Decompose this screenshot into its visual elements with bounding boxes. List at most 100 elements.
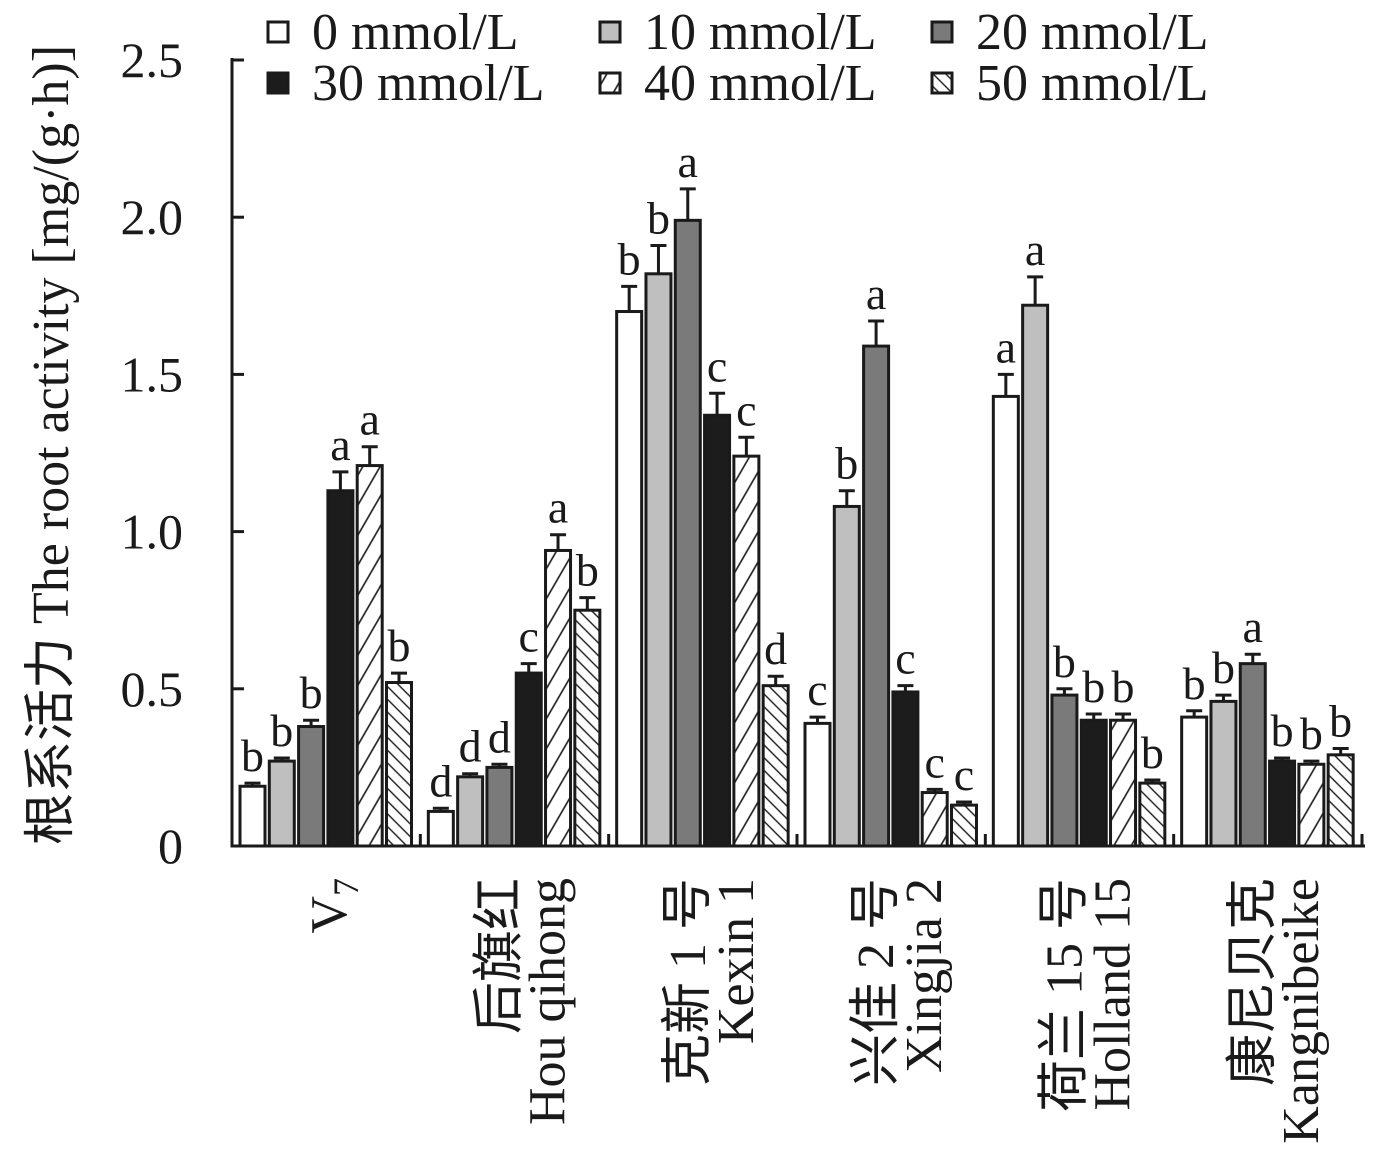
significance-letter-5-5: b xyxy=(1329,696,1352,747)
significance-letter-0-3: c xyxy=(807,664,827,715)
significance-letter-3-4: b xyxy=(1082,661,1105,712)
error-bar-2-5 xyxy=(1244,652,1261,664)
x-tick-label-0: V7 xyxy=(301,878,366,934)
y-tick-label-3: 1.5 xyxy=(121,346,184,402)
significance-letter-5-0: b xyxy=(388,620,411,671)
error-bar-4-2 xyxy=(738,435,755,457)
legend-item-4: 40 mmol/L xyxy=(598,55,877,112)
error-bar-0-3 xyxy=(809,715,826,724)
bar-2-1 xyxy=(485,765,514,848)
bar-3-2 xyxy=(703,413,732,848)
bar-3-1 xyxy=(514,671,543,848)
bar-5-3 xyxy=(950,803,978,848)
error-bar-0-0 xyxy=(244,781,261,787)
bar-3-0 xyxy=(326,489,355,848)
significance-letter-2-0: b xyxy=(300,667,323,718)
significance-letter-3-3: c xyxy=(895,633,915,684)
significance-letter-1-3: b xyxy=(835,438,858,489)
bar-2-2 xyxy=(673,218,702,848)
significance-letter-1-5: b xyxy=(1212,642,1235,693)
legend-label-5: 50 mmol/L xyxy=(976,55,1209,112)
bar-4-4 xyxy=(1109,718,1138,848)
legend-label-2: 20 mmol/L xyxy=(976,4,1209,61)
x-tick-label-1-en: Hou qihong xyxy=(520,878,577,1125)
significance-letter-1-0: b xyxy=(270,705,293,756)
significance-letter-1-1: d xyxy=(459,721,482,772)
error-bar-5-0 xyxy=(391,671,407,683)
legend-swatch-5 xyxy=(930,71,954,95)
error-bar-5-1 xyxy=(579,596,596,611)
legend-swatch-2 xyxy=(930,20,954,44)
bar-0-3 xyxy=(803,721,832,848)
error-bar-3-4 xyxy=(1085,712,1102,721)
bar-0-4 xyxy=(991,394,1020,848)
legend-item-1: 10 mmol/L xyxy=(598,4,877,61)
error-bar-3-3 xyxy=(897,684,914,692)
bar-4-1 xyxy=(544,548,573,848)
significance-letter-5-3: c xyxy=(954,749,974,800)
significance-letter-1-4: a xyxy=(1025,224,1045,275)
x-tick-label-subscript-0: 7 xyxy=(326,878,366,896)
legend: 0 mmol/L 10 mmol/L 20 mmol/L 30 mmol/L 40 mm… xyxy=(266,4,1209,112)
error-bar-2-1 xyxy=(491,762,508,768)
error-bar-3-1 xyxy=(520,662,537,674)
bar-1-5 xyxy=(1209,699,1238,848)
error-bar-1-3 xyxy=(838,489,855,507)
error-bar-3-2 xyxy=(709,391,726,416)
significance-letter-4-5: b xyxy=(1300,708,1323,759)
x-tick-label-2-en: Kexin 1 xyxy=(708,878,765,1044)
bar-5-5 xyxy=(1326,753,1355,848)
significance-letter-3-1: c xyxy=(519,611,539,662)
significance-letter-4-3: c xyxy=(924,736,944,787)
legend-label-3: 30 mmol/L xyxy=(312,55,545,112)
significance-letter-2-5: a xyxy=(1243,601,1263,652)
error-bar-3-0 xyxy=(332,470,349,491)
bar-4-3 xyxy=(920,791,949,848)
error-bar-4-1 xyxy=(550,533,567,551)
error-bar-1-2 xyxy=(650,243,667,274)
significance-letter-2-3: a xyxy=(866,268,886,319)
significance-letter-2-1: d xyxy=(488,711,511,762)
bar-5-1 xyxy=(573,608,602,848)
error-bar-0-5 xyxy=(1186,709,1203,718)
bar-3-4 xyxy=(1079,718,1108,848)
legend-item-0: 0 mmol/L xyxy=(266,4,519,61)
error-bar-4-3 xyxy=(926,787,943,793)
bar-4-0 xyxy=(355,464,384,848)
legend-item-5: 50 mmol/L xyxy=(930,55,1209,112)
error-bar-0-4 xyxy=(997,372,1014,397)
error-bar-2-4 xyxy=(1056,687,1073,696)
y-axis-label: 根系活力 The root activity [mg/(g·h)] xyxy=(23,45,80,845)
error-bar-5-4 xyxy=(1144,778,1161,784)
bar-3-5 xyxy=(1268,759,1297,848)
bar-1-3 xyxy=(832,504,861,848)
bar-2-3 xyxy=(862,344,891,848)
x-tick-label-2-zh: 克新 1 号 xyxy=(660,878,717,1086)
error-bar-1-5 xyxy=(1215,693,1232,702)
x-tick-label-3-en: Xingjia 2 xyxy=(896,878,953,1073)
error-bar-1-4 xyxy=(1027,275,1044,306)
bar-1-0 xyxy=(267,759,296,848)
bar-3-3 xyxy=(891,690,920,848)
bar-0-5 xyxy=(1180,715,1209,848)
error-bar-2-3 xyxy=(868,319,885,347)
error-bar-2-0 xyxy=(303,718,320,727)
x-tick-label-4-en: Holland 15 xyxy=(1085,878,1142,1111)
significance-letter-0-4: a xyxy=(996,321,1016,372)
x-tick-label-main-0: V xyxy=(301,896,358,934)
error-bar-0-1 xyxy=(432,806,449,812)
error-bar-2-2 xyxy=(679,187,696,221)
bar-5-0 xyxy=(385,681,413,848)
legend-label-4: 40 mmol/L xyxy=(644,55,877,112)
bar-0-2 xyxy=(615,310,644,848)
legend-item-2: 20 mmol/L xyxy=(930,4,1209,61)
bar-4-2 xyxy=(732,454,761,848)
x-tick-label-3-zh: 兴佳 2 号 xyxy=(848,878,905,1086)
x-tick-label-1-zh: 后旗红 xyxy=(472,878,529,1034)
y-tick-label-0: 0 xyxy=(158,818,183,874)
significance-letter-3-2: c xyxy=(707,340,727,391)
error-bar-5-2 xyxy=(767,674,784,686)
bar-1-4 xyxy=(1021,303,1050,848)
error-bar-3-5 xyxy=(1274,756,1291,762)
